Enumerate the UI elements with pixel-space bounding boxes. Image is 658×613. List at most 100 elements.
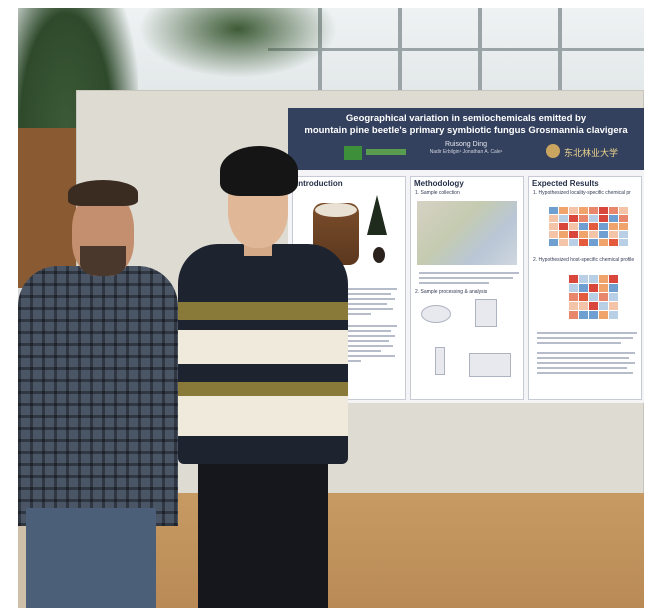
heatmap-cell	[569, 284, 578, 292]
heatmap-cell	[589, 275, 598, 283]
poster-coauthors: Nadir Erbilgin¹ Jonathan A. Cale¹	[429, 149, 503, 155]
heatmap-cell	[559, 231, 568, 238]
heatmap-cell	[569, 311, 578, 319]
university-logo-right: 东北林业大学	[564, 149, 619, 159]
heatmap-cell	[599, 284, 608, 292]
heatmap-cell	[599, 215, 608, 222]
heatmap-host	[569, 275, 619, 321]
window-frame	[268, 48, 644, 51]
heatmap-cell	[609, 311, 618, 319]
section-title-expected-results: Expected Results	[532, 179, 599, 188]
heatmap-cell	[579, 223, 588, 230]
heatmap-cell	[569, 275, 578, 283]
poster-title-line2: mountain pine beetle's primary symbiotic…	[304, 125, 628, 136]
expected-item-2: 2. Hypothesized host-specific chemical p…	[533, 257, 635, 263]
method-text-block	[415, 269, 519, 287]
heatmap-cell	[599, 311, 608, 319]
heatmap-cell	[579, 275, 588, 283]
vial-sketch	[475, 299, 497, 327]
heatmap-cell	[579, 231, 588, 238]
heatmap-cell	[589, 231, 598, 238]
heatmap-cell	[569, 215, 578, 222]
heatmap-cell	[569, 207, 578, 214]
section-title-introduction: Introduction	[296, 179, 343, 188]
sweater-stripe-dark	[178, 320, 348, 330]
heatmap-cell	[609, 275, 618, 283]
window-frame	[478, 8, 482, 100]
heatmap-cell	[549, 207, 558, 214]
photo: Geographical variation in semiochemicals…	[18, 8, 644, 608]
heatmap-cell	[549, 231, 558, 238]
heatmap-cell	[619, 231, 628, 238]
heatmap-cell	[609, 231, 618, 238]
heatmap-cell	[569, 223, 578, 230]
heatmap-cell	[619, 215, 628, 222]
heatmap-cell	[579, 215, 588, 222]
heatmap-cell	[609, 207, 618, 214]
heatmap-cell	[559, 207, 568, 214]
heatmap-cell	[599, 207, 608, 214]
petri-dish-sketch	[421, 305, 451, 323]
heatmap-cell	[569, 302, 578, 310]
heatmap-cell	[599, 231, 608, 238]
poster-author: Ruisong Ding	[444, 141, 488, 148]
heatmap-cell	[609, 284, 618, 292]
person-left-plaid-shirt	[18, 266, 178, 526]
heatmap-cell	[599, 293, 608, 301]
heatmap-cell	[579, 239, 588, 246]
poster-title-line1: Geographical variation in semiochemicals…	[345, 113, 587, 124]
heatmap-cell	[579, 302, 588, 310]
window-frame	[398, 8, 402, 100]
log-cross-section	[315, 203, 357, 217]
heatmap-cell	[559, 215, 568, 222]
heatmap-cell	[619, 223, 628, 230]
heatmap-cell	[569, 293, 578, 301]
heatmap-cell	[559, 239, 568, 246]
heatmap-cell	[609, 293, 618, 301]
heatmap-cell	[549, 239, 558, 246]
person-right-hair	[220, 146, 298, 196]
heatmap-cell	[559, 223, 568, 230]
tube-sketch	[435, 347, 445, 375]
person-right-striped-sweater	[178, 244, 348, 464]
heatmap-cell	[589, 223, 598, 230]
panel-methodology: Methodology 1. Sample collection 2. Samp…	[410, 176, 524, 400]
heatmap-cell	[609, 302, 618, 310]
method-step-2: 2. Sample processing & analysis	[415, 289, 488, 295]
tree-foliage	[138, 8, 338, 78]
heatmap-cell	[569, 231, 578, 238]
heatmap-cell	[609, 223, 618, 230]
beetle-icon	[373, 247, 385, 263]
heatmap-cell	[599, 223, 608, 230]
section-title-methodology: Methodology	[414, 179, 464, 188]
expected-text-block	[533, 329, 637, 377]
person-left-beard	[80, 246, 126, 276]
heatmap-cell	[609, 239, 618, 246]
sweater-stripe-dark	[178, 364, 348, 382]
heatmap-cell	[599, 239, 608, 246]
person-left-hair	[68, 180, 138, 206]
heatmap-cell	[569, 239, 578, 246]
heatmap-cell	[589, 311, 598, 319]
poster-header: Geographical variation in semiochemicals…	[288, 108, 644, 170]
heatmap-cell	[589, 284, 598, 292]
panel-expected-results: Expected Results 1. Hypothesized localit…	[528, 176, 642, 400]
heatmap-cell	[609, 215, 618, 222]
heatmap-cell	[599, 275, 608, 283]
heatmap-cell	[619, 207, 628, 214]
window-frame	[558, 8, 562, 100]
heatmap-cell	[589, 239, 598, 246]
sweater-stripe-olive	[178, 302, 348, 320]
heatmap-cell	[579, 293, 588, 301]
sampling-map	[417, 201, 517, 265]
heatmap-cell	[579, 311, 588, 319]
expected-item-1: 1. Hypothesized locality-specific chemic…	[533, 190, 631, 196]
sweater-stripe-cream	[178, 330, 348, 364]
sweater-stripe-cream	[178, 396, 348, 436]
person-right-pants	[198, 448, 328, 608]
university-logo-left	[344, 146, 362, 160]
heatmap-cell	[589, 207, 598, 214]
heatmap-locality	[549, 207, 629, 247]
heatmap-cell	[589, 302, 598, 310]
sweater-stripe-olive	[178, 382, 348, 396]
